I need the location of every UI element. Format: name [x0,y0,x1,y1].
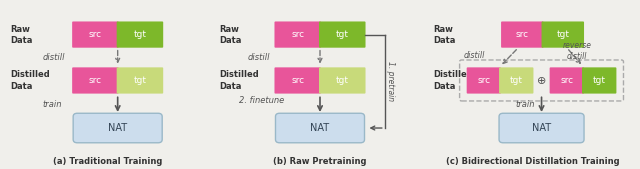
FancyBboxPatch shape [73,113,162,143]
Text: tgt: tgt [593,76,605,85]
FancyBboxPatch shape [116,21,163,48]
FancyBboxPatch shape [550,67,584,94]
Text: Raw
Data: Raw Data [219,25,241,45]
Text: $\oplus$: $\oplus$ [536,75,547,86]
Text: distill: distill [247,53,269,62]
Text: train: train [43,100,62,109]
Text: Distilled
Data: Distilled Data [10,70,50,91]
Text: NAT: NAT [108,123,127,133]
Text: Raw
Data: Raw Data [433,25,456,45]
Text: src: src [560,76,573,85]
Text: distill: distill [463,51,485,59]
Text: src: src [516,30,529,39]
FancyBboxPatch shape [467,67,501,94]
FancyBboxPatch shape [319,21,365,48]
FancyBboxPatch shape [501,21,543,48]
FancyBboxPatch shape [116,67,163,94]
FancyBboxPatch shape [72,21,118,48]
FancyBboxPatch shape [499,113,584,143]
Text: Raw
Data: Raw Data [10,25,33,45]
Text: src: src [477,76,490,85]
Text: tgt: tgt [556,30,570,39]
Text: tgt: tgt [336,30,349,39]
Text: (b) Raw Pretraining: (b) Raw Pretraining [273,157,367,166]
Text: Distilled
Data: Distilled Data [219,70,259,91]
Text: src: src [89,30,102,39]
Text: tgt: tgt [336,76,349,85]
FancyBboxPatch shape [72,67,118,94]
Text: (c) Bidirectional Distillation Training: (c) Bidirectional Distillation Training [445,157,620,166]
Text: (a) Traditional Training: (a) Traditional Training [53,157,163,166]
Text: NAT: NAT [310,123,330,133]
FancyBboxPatch shape [275,113,365,143]
Text: reverse
distill: reverse distill [563,41,591,61]
Text: tgt: tgt [133,30,147,39]
Text: src: src [291,76,304,85]
Text: tgt: tgt [509,76,523,85]
Text: 2. finetune: 2. finetune [239,96,284,105]
Text: src: src [291,30,304,39]
FancyBboxPatch shape [275,67,321,94]
Text: train: train [515,100,535,109]
FancyBboxPatch shape [275,21,321,48]
Text: tgt: tgt [133,76,147,85]
Text: Distilled
Data: Distilled Data [433,70,473,91]
FancyBboxPatch shape [582,67,616,94]
FancyBboxPatch shape [319,67,365,94]
FancyBboxPatch shape [541,21,584,48]
Text: NAT: NAT [532,123,551,133]
Text: src: src [89,76,102,85]
FancyBboxPatch shape [499,67,534,94]
Text: distill: distill [43,53,65,62]
Text: 1. pretrain: 1. pretrain [387,61,396,101]
